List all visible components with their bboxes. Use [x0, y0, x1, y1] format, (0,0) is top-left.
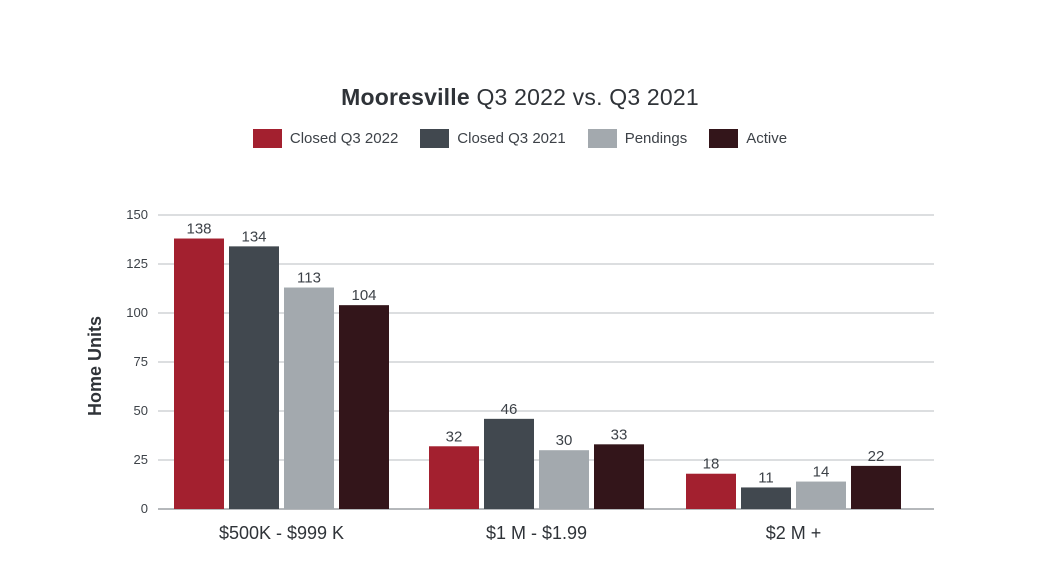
- bar-0-2: [284, 287, 334, 509]
- y-axis-label: Home Units: [85, 316, 105, 416]
- data-label-2-1: 11: [758, 469, 774, 486]
- chart-title: Mooresville Q3 2022 vs. Q3 2021: [0, 84, 1040, 111]
- data-label-0-3: 104: [351, 287, 376, 304]
- y-tick-label-150: 150: [126, 207, 148, 222]
- legend-item-pendings: Pendings: [587, 129, 688, 148]
- bar-1-1: [484, 418, 534, 509]
- bar-1-2: [539, 450, 589, 509]
- data-label-2-0: 18: [703, 456, 720, 473]
- legend: Closed Q3 2022 Closed Q3 2021 Pendings A…: [0, 129, 1040, 148]
- bar-1-0: [429, 446, 479, 509]
- legend-label-closed-2021: Closed Q3 2021: [457, 130, 566, 147]
- data-label-1-3: 33: [611, 426, 628, 443]
- legend-label-active: Active: [746, 130, 788, 147]
- bar-2-3: [851, 465, 901, 509]
- bar-2-0: [686, 473, 736, 509]
- legend-swatch-closed-2022: [252, 129, 282, 148]
- chart-title-bold: Mooresville: [341, 84, 470, 110]
- category-label-1: $1 M - $1.99: [486, 523, 587, 543]
- bar-2-1: [741, 487, 791, 509]
- data-label-0-1: 134: [241, 228, 266, 245]
- legend-swatch-closed-2021: [420, 129, 450, 148]
- legend-item-closed-2021: Closed Q3 2021: [420, 129, 566, 148]
- legend-swatch-active: [709, 129, 739, 148]
- legend-swatch-pendings: [587, 129, 617, 148]
- legend-item-closed-2022: Closed Q3 2022: [252, 129, 399, 148]
- legend-item-active: Active: [709, 129, 787, 148]
- legend-label-closed-2022: Closed Q3 2022: [289, 130, 399, 147]
- bar-1-3: [594, 444, 644, 509]
- data-label-0-2: 113: [297, 270, 321, 287]
- data-label-2-3: 22: [868, 448, 885, 465]
- data-label-1-0: 32: [446, 428, 463, 445]
- category-label-2: $2 M +: [766, 523, 822, 543]
- bar-0-0: [174, 238, 224, 509]
- bar-0-1: [229, 246, 279, 510]
- data-label-1-1: 46: [501, 401, 518, 418]
- y-tick-label-125: 125: [126, 256, 148, 271]
- data-label-2-2: 14: [813, 464, 830, 481]
- y-tick-label-25: 25: [134, 452, 148, 467]
- bar-2-2: [796, 481, 846, 509]
- y-tick-label-0: 0: [141, 501, 148, 516]
- y-tick-label-50: 50: [134, 403, 148, 418]
- legend-label-pendings: Pendings: [624, 130, 688, 147]
- chart-title-rest: Q3 2022 vs. Q3 2021: [476, 84, 699, 110]
- category-label-0: $500K - $999 K: [219, 523, 344, 543]
- data-label-1-2: 30: [556, 432, 573, 449]
- y-tick-label-75: 75: [134, 354, 148, 369]
- bar-0-3: [339, 305, 389, 509]
- y-tick-label-100: 100: [126, 305, 148, 320]
- data-label-0-0: 138: [186, 221, 211, 238]
